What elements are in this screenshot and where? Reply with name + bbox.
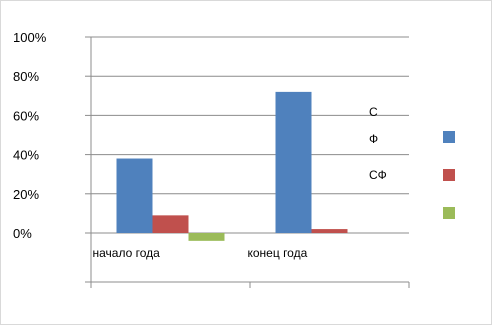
bar-2-2 — [311, 229, 348, 233]
bar-3-1 — [188, 233, 225, 241]
legend-label: С — [369, 105, 378, 119]
legend-swatch — [443, 131, 455, 143]
bar-1-2 — [275, 91, 312, 233]
y-tick-label: 100% — [13, 30, 47, 45]
legend-swatch — [443, 207, 455, 219]
axes — [85, 36, 410, 288]
category-label: конец года — [248, 246, 308, 260]
y-tick-label: 60% — [13, 108, 39, 123]
bar-1-1 — [116, 158, 153, 233]
bar-2-1 — [152, 215, 189, 233]
legend-label: Ф — [369, 132, 378, 146]
category-labels: начало года конец года — [93, 246, 308, 260]
category-label: начало года — [93, 246, 161, 260]
legend-label: СФ — [369, 168, 387, 182]
y-tick-label: 80% — [13, 69, 39, 84]
y-tick-label: 0% — [13, 226, 32, 241]
legend: СФ СФ — [369, 105, 455, 219]
y-tick-label: 20% — [13, 187, 39, 202]
y-axis-labels: 100% 80% 60% 40% 20% 0% — [13, 30, 47, 241]
y-tick-label: 40% — [13, 148, 39, 163]
legend-swatch — [443, 169, 455, 181]
bars — [116, 91, 348, 241]
